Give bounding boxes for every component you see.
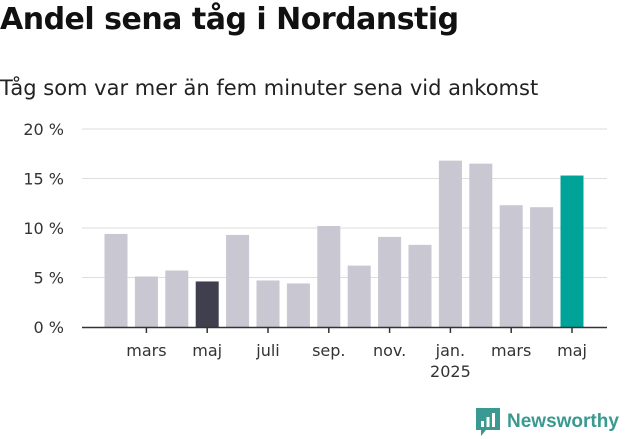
y-tick-label: 0 % (34, 318, 64, 337)
bar (347, 265, 371, 327)
bar (165, 270, 189, 327)
bar (408, 244, 432, 327)
bar (317, 226, 341, 327)
bar (469, 163, 493, 327)
chart-title: Andel sena tåg i Nordanstig (0, 2, 459, 37)
bar (134, 276, 158, 327)
bar-chart: 0 % 5 % 10 % 15 % 20 % mars maj juli sep. nov. jan… (23, 120, 607, 381)
x-tick-label: mars (491, 341, 531, 360)
bar (560, 175, 584, 327)
x-tick-label: jan. (435, 341, 465, 360)
newsworthy-logo: Newsworthy (476, 406, 619, 438)
x-tick-sublabel: 2025 (430, 362, 471, 381)
y-tick-label: 10 % (23, 219, 64, 238)
y-tick-label: 5 % (34, 269, 64, 288)
newsworthy-logo-icon (476, 408, 500, 436)
y-tick-label: 15 % (23, 170, 64, 189)
brand-name: Newsworthy (507, 411, 619, 432)
x-tick-label: maj (557, 341, 587, 360)
chart-subtitle: Tåg som var mer än fem minuter sena vid … (0, 76, 539, 100)
bar (195, 281, 219, 327)
bar (256, 280, 280, 327)
bar (104, 233, 128, 327)
bar (438, 160, 462, 327)
bar (530, 207, 554, 327)
x-tick-label: mars (126, 341, 166, 360)
x-tick-label: nov. (373, 341, 406, 360)
x-tick-label: maj (192, 341, 222, 360)
x-tick-label: juli (255, 341, 279, 360)
bar (378, 236, 402, 327)
x-tick-label: sep. (312, 341, 345, 360)
bar (499, 205, 523, 327)
bar (286, 283, 310, 327)
y-tick-label: 20 % (23, 120, 64, 139)
bar (226, 234, 250, 327)
